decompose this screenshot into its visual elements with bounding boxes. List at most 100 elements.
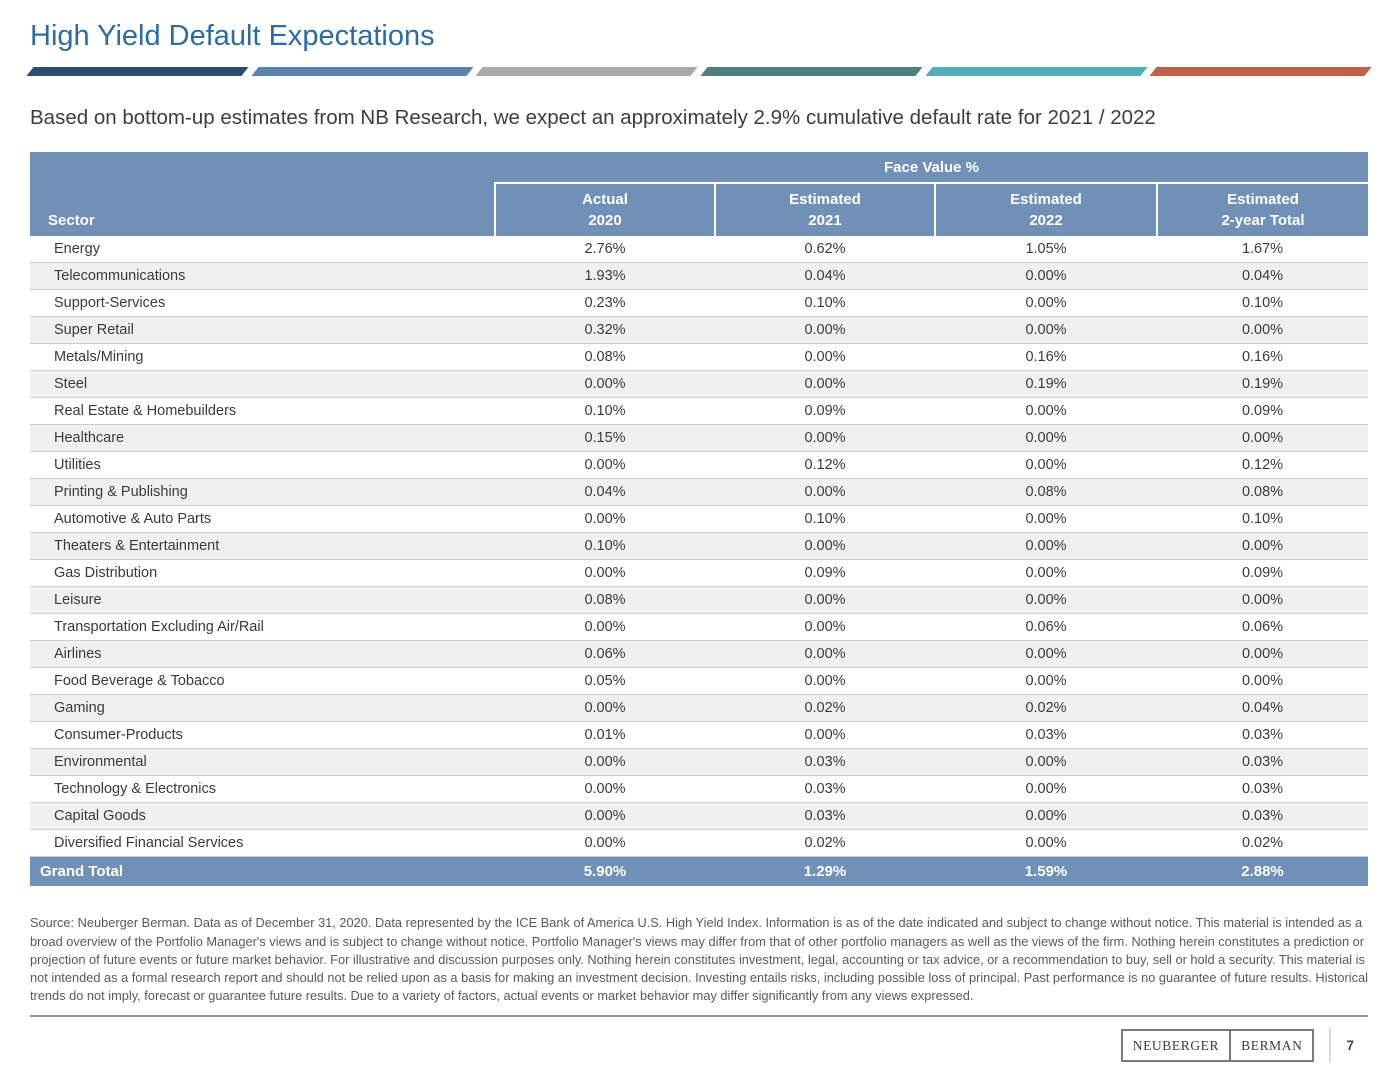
value-cell: 0.08%	[935, 478, 1157, 507]
value-cell: 0.00%	[715, 343, 935, 372]
value-cell: 0.00%	[495, 559, 715, 588]
value-cell: 0.06%	[495, 640, 715, 669]
value-cell: 0.16%	[1157, 343, 1368, 372]
grand-total-label: Grand Total	[30, 856, 495, 887]
value-cell: 0.12%	[1157, 451, 1368, 480]
value-cell: 0.00%	[935, 559, 1157, 588]
value-cell: 0.00%	[1157, 424, 1368, 453]
accent-divider-bar	[26, 67, 1372, 77]
sector-cell: Real Estate & Homebuilders	[30, 397, 495, 426]
value-cell: 0.00%	[495, 694, 715, 723]
page-title: High Yield Default Expectations	[30, 20, 435, 52]
value-cell: 0.00%	[715, 613, 935, 642]
column-header-line: Actual	[582, 190, 628, 208]
value-cell: 0.02%	[935, 694, 1157, 723]
table-row: Transportation Excluding Air/Rail 0.00% 0.…	[30, 613, 1368, 642]
value-cell: 0.19%	[935, 370, 1157, 399]
footer-vertical-divider	[1329, 1028, 1332, 1063]
value-cell: 0.00%	[1157, 667, 1368, 696]
table-row: Consumer-Products 0.01% 0.00% 0.03% 0.03%	[30, 721, 1368, 750]
value-cell: 0.04%	[1157, 694, 1368, 723]
column-header-line: 2021	[808, 212, 842, 230]
value-cell: 0.00%	[1157, 640, 1368, 669]
value-cell: 0.01%	[495, 721, 715, 750]
value-cell: 0.00%	[495, 505, 715, 534]
value-cell: 0.00%	[715, 640, 935, 669]
sector-cell: Telecommunications	[30, 262, 495, 291]
value-cell: 0.00%	[715, 370, 935, 399]
sector-cell: Consumer-Products	[30, 721, 495, 750]
value-cell: 0.10%	[495, 397, 715, 426]
value-cell: 0.10%	[495, 532, 715, 561]
sector-cell: Capital Goods	[30, 802, 495, 831]
value-cell: 1.67%	[1157, 236, 1368, 264]
value-cell: 0.00%	[1157, 316, 1368, 345]
table-container: Sector Face Value % Actual 2020 Estimate…	[30, 152, 1368, 887]
value-cell: 0.00%	[715, 667, 935, 696]
value-cell: 0.00%	[935, 640, 1157, 669]
page-number: 7	[1346, 1037, 1354, 1053]
accent-bar-segment	[925, 67, 1147, 77]
value-cell: 1.05%	[935, 236, 1157, 264]
table-row: Metals/Mining 0.08% 0.00% 0.16% 0.16%	[30, 343, 1368, 372]
column-header-estimated-2-year-total: Estimated 2-year Total	[1156, 182, 1368, 237]
value-cell: 0.00%	[715, 478, 935, 507]
value-cell: 0.00%	[715, 424, 935, 453]
grand-total-value: 1.29%	[715, 856, 935, 887]
value-cell: 0.32%	[495, 316, 715, 345]
column-header-row: Actual 2020 Estimated 2021 Estimated 202…	[30, 182, 1368, 237]
sector-cell: Leisure	[30, 586, 495, 615]
table-row: Diversified Financial Services 0.00% 0.02%…	[30, 829, 1368, 858]
value-cell: 0.04%	[715, 262, 935, 291]
value-cell: 0.00%	[935, 316, 1157, 345]
value-cell: 0.00%	[935, 451, 1157, 480]
accent-bar-segment	[475, 67, 698, 77]
value-cell: 0.00%	[935, 397, 1157, 426]
table-row: Airlines 0.06% 0.00% 0.00% 0.00%	[30, 640, 1368, 669]
value-cell: 2.76%	[495, 236, 715, 264]
value-cell: 0.04%	[495, 478, 715, 507]
table-row: Theaters & Entertainment 0.10% 0.00% 0.00% 0…	[30, 532, 1368, 561]
value-cell: 0.00%	[1157, 586, 1368, 615]
value-cell: 0.05%	[495, 667, 715, 696]
value-cell: 0.03%	[1157, 721, 1368, 750]
value-cell: 0.03%	[1157, 748, 1368, 777]
value-cell: 0.62%	[715, 236, 935, 264]
sector-cell: Technology & Electronics	[30, 775, 495, 804]
sector-cell: Steel	[30, 370, 495, 399]
value-cell: 0.10%	[715, 289, 935, 318]
value-cell: 0.08%	[495, 343, 715, 372]
value-cell: 0.00%	[715, 721, 935, 750]
table-row: Food Beverage & Tobacco 0.05% 0.00% 0.00% 0.…	[30, 667, 1368, 696]
subtitle: Based on bottom-up estimates from NB Res…	[30, 106, 1156, 130]
value-cell: 0.00%	[935, 667, 1157, 696]
value-cell: 0.00%	[935, 775, 1157, 804]
table-row: Gaming 0.00% 0.02% 0.02% 0.04%	[30, 694, 1368, 723]
table-row: Leisure 0.08% 0.00% 0.00% 0.00%	[30, 586, 1368, 615]
table-row: Environmental 0.00% 0.03% 0.00% 0.03%	[30, 748, 1368, 777]
value-cell: 0.00%	[495, 775, 715, 804]
grand-total-value: 1.59%	[935, 856, 1157, 887]
footer: NEUBERGER BERMAN 7	[30, 1028, 1368, 1063]
column-header-line: 2-year Total	[1221, 212, 1305, 230]
value-cell: 0.09%	[1157, 397, 1368, 426]
value-cell: 0.00%	[715, 586, 935, 615]
table-row: Utilities 0.00% 0.12% 0.00% 0.12%	[30, 451, 1368, 480]
value-cell: 0.00%	[495, 370, 715, 399]
value-cell: 0.00%	[715, 316, 935, 345]
value-cell: 0.00%	[495, 613, 715, 642]
value-cell: 0.02%	[1157, 829, 1368, 858]
value-cell: 0.03%	[935, 721, 1157, 750]
sector-cell: Energy	[30, 236, 495, 264]
sector-cell: Airlines	[30, 640, 495, 669]
table-row: Real Estate & Homebuilders 0.10% 0.09% 0.00…	[30, 397, 1368, 426]
value-cell: 0.09%	[715, 397, 935, 426]
value-cell: 0.10%	[1157, 289, 1368, 318]
sector-cell: Gaming	[30, 694, 495, 723]
value-cell: 0.03%	[1157, 802, 1368, 831]
value-cell: 0.15%	[495, 424, 715, 453]
grand-total-value: 2.88%	[1157, 856, 1368, 887]
value-cell: 0.03%	[715, 802, 935, 831]
value-cell: 0.00%	[935, 586, 1157, 615]
